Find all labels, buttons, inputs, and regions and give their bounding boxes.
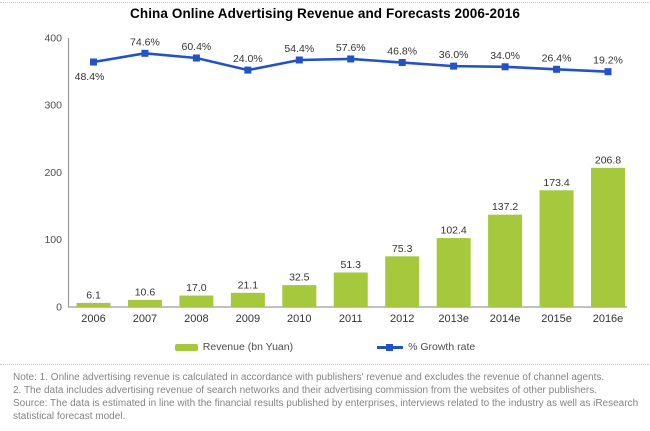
x-axis-category-label: 2016e bbox=[593, 313, 624, 325]
legend-revenue-label: Revenue (bn Yuan) bbox=[202, 341, 294, 353]
growth-rate-label: 34.0% bbox=[490, 50, 520, 62]
growth-point-marker bbox=[141, 49, 149, 57]
x-axis-category-label: 2011 bbox=[339, 313, 363, 325]
revenue-bar bbox=[179, 295, 214, 307]
revenue-bar bbox=[76, 302, 111, 307]
x-axis-category-label: 2010 bbox=[287, 313, 311, 325]
growth-point-marker bbox=[501, 63, 509, 71]
growth-point-marker bbox=[244, 66, 252, 74]
x-axis-category-label: 2009 bbox=[236, 313, 260, 325]
growth-rate-label: 74.6% bbox=[130, 36, 160, 48]
growth-rate-label: 54.4% bbox=[284, 43, 314, 55]
chart-title: China Online Advertising Revenue and For… bbox=[130, 6, 520, 21]
growth-rate-label: 36.0% bbox=[439, 49, 469, 61]
y-axis-tick-label: 400 bbox=[44, 32, 62, 44]
growth-point-marker bbox=[553, 65, 561, 73]
growth-rate-label: 60.4% bbox=[182, 41, 212, 53]
growth-rate-label: 57.6% bbox=[336, 42, 366, 54]
footnotes: Note: 1. Online advertising revenue is c… bbox=[13, 371, 639, 423]
revenue-value-label: 32.5 bbox=[289, 272, 310, 284]
revenue-value-label: 21.1 bbox=[238, 279, 259, 291]
y-axis-tick-label: 0 bbox=[56, 302, 62, 314]
legend-item-revenue: Revenue (bn Yuan) bbox=[174, 341, 294, 353]
revenue-value-label: 206.8 bbox=[595, 154, 621, 166]
growth-rate-label: 26.4% bbox=[542, 52, 572, 64]
revenue-bar bbox=[385, 256, 420, 307]
revenue-bar bbox=[488, 214, 523, 307]
revenue-value-label: 17.0 bbox=[186, 282, 207, 294]
x-axis-category-label: 2015e bbox=[541, 313, 572, 325]
footnote-1: Note: 1. Online advertising revenue is c… bbox=[13, 372, 605, 383]
x-axis-category-label: 2014e bbox=[490, 313, 521, 325]
y-axis-tick-label: 300 bbox=[44, 100, 62, 112]
revenue-bar bbox=[127, 299, 162, 307]
x-axis-category-label: 2013e bbox=[438, 313, 469, 325]
revenue-value-label: 173.4 bbox=[543, 177, 569, 189]
legend-item-growth: % Growth rate bbox=[377, 341, 475, 353]
revenue-value-label: 102.4 bbox=[441, 225, 467, 237]
y-axis-tick-label: 100 bbox=[44, 234, 62, 246]
footnote-2: 2. The data includes advertising revenue… bbox=[13, 385, 598, 396]
growth-point-marker bbox=[347, 55, 355, 63]
growth-rate-label: 19.2% bbox=[593, 55, 623, 67]
top-divider bbox=[0, 2, 650, 3]
growth-point-marker bbox=[450, 62, 458, 70]
notes-divider bbox=[0, 364, 650, 365]
growth-point-marker bbox=[192, 54, 200, 62]
x-axis-category-label: 2012 bbox=[390, 313, 414, 325]
revenue-bar bbox=[230, 292, 265, 307]
revenue-swatch-icon bbox=[174, 343, 198, 351]
revenue-bar bbox=[539, 190, 574, 307]
footnote-source: Source: The data is estimated in line wi… bbox=[13, 398, 639, 422]
growth-swatch-icon bbox=[377, 343, 404, 352]
y-axis-tick-label: 200 bbox=[44, 167, 62, 179]
revenue-bar bbox=[282, 285, 317, 307]
revenue-bar bbox=[333, 272, 368, 307]
growth-point-marker bbox=[295, 56, 303, 64]
revenue-bar bbox=[436, 238, 471, 307]
chart-canvas: 0 100 200 300 400 6.1 2006 10.6 2007 17.0 2008 21.1… bbox=[44, 32, 627, 325]
revenue-bar bbox=[591, 167, 625, 307]
revenue-value-label: 6.1 bbox=[86, 289, 101, 301]
growth-point-marker bbox=[398, 59, 406, 67]
growth-rate-label: 46.8% bbox=[387, 46, 417, 58]
legend-growth-label: % Growth rate bbox=[408, 341, 476, 353]
chart-legend: Revenue (bn Yuan) % Growth rate bbox=[0, 338, 650, 356]
growth-point-marker bbox=[604, 68, 612, 76]
growth-point-marker bbox=[90, 58, 97, 66]
revenue-value-label: 51.3 bbox=[341, 259, 362, 271]
growth-rate-label: 48.4% bbox=[75, 71, 105, 83]
x-axis-category-label: 2008 bbox=[184, 313, 208, 325]
x-axis-category-label: 2006 bbox=[81, 313, 105, 325]
revenue-value-label: 75.3 bbox=[392, 243, 413, 255]
growth-rate-label: 24.0% bbox=[233, 53, 263, 65]
revenue-value-label: 137.2 bbox=[492, 201, 518, 213]
revenue-value-label: 10.6 bbox=[135, 286, 156, 298]
x-axis-category-label: 2007 bbox=[133, 313, 157, 325]
